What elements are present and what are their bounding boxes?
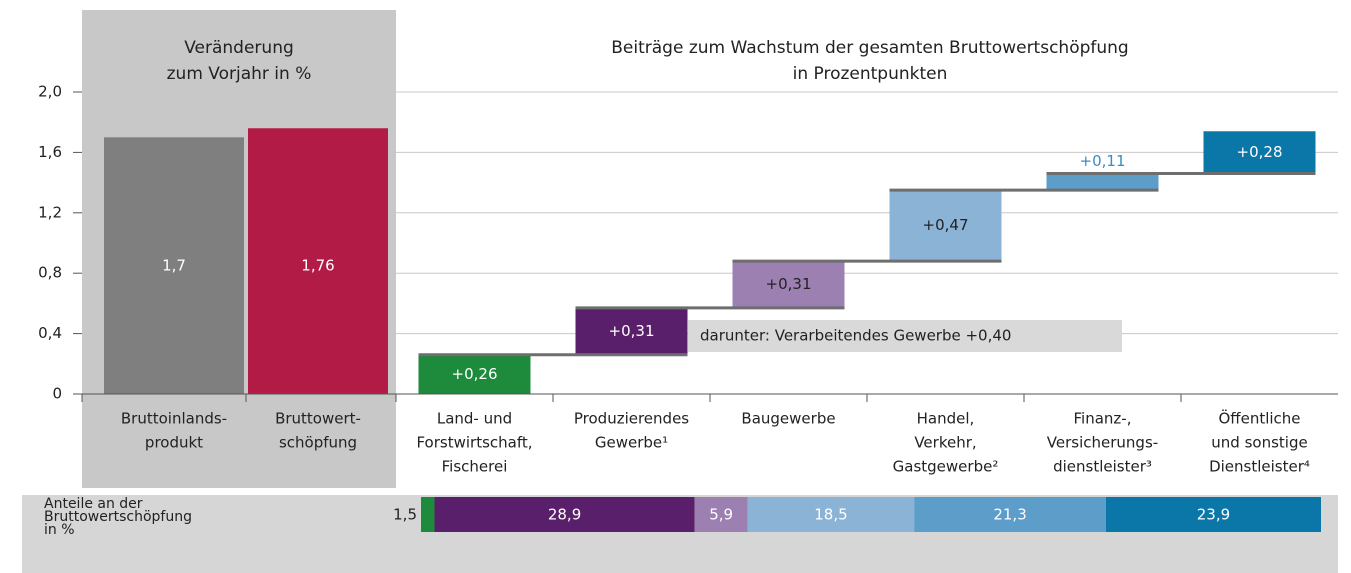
share-label: 5,9 (709, 506, 733, 524)
value-label: +0,31 (609, 322, 655, 340)
y-tick-label: 2,0 (38, 83, 62, 101)
strip-title: Bruttowertschöpfung (44, 509, 192, 525)
annotation-box (688, 320, 1122, 352)
marks: 0 0,4 0,8 1,2 1,6 2,0 Veränderung zum Vorjahr i… (38, 38, 1338, 538)
waterfall-bar (418, 354, 531, 394)
value-label: 1,76 (301, 257, 334, 275)
share-segment (694, 497, 748, 532)
share-segment (1105, 497, 1321, 532)
panel-title: Veränderung (184, 38, 294, 58)
waterfall-bar (575, 307, 688, 355)
x-tick-label: Öffentliche (1218, 409, 1300, 428)
x-tick-label: Gewerbe¹ (595, 434, 668, 452)
y-tick-label: 1,6 (38, 143, 62, 161)
share-label: 1,5 (393, 506, 417, 524)
y-tick-label: 1,2 (38, 203, 62, 221)
value-label: +0,26 (452, 365, 498, 383)
value-label: +0,31 (766, 275, 812, 293)
x-tick-label: Handel, (917, 410, 975, 428)
x-tick-label: schöpfung (279, 434, 357, 452)
x-tick-label: Produzierendes (574, 410, 689, 428)
bar (248, 128, 388, 395)
share-segment (421, 497, 435, 532)
value-label: +0,11 (1080, 152, 1126, 170)
x-tick-label: Baugewerbe (741, 410, 835, 428)
share-label: 28,9 (548, 506, 581, 524)
strip-title: Anteile an der (44, 496, 143, 512)
value-label: 1,7 (162, 257, 186, 275)
x-tick-label: Finanz-, (1074, 410, 1132, 428)
waterfall-bar (1046, 173, 1159, 191)
x-tick-label: und sonstige (1211, 434, 1307, 452)
y-tick-label: 0,8 (38, 264, 62, 282)
x-tick-label: dienstleister³ (1053, 458, 1152, 476)
panel-title: zum Vorjahr in % (167, 64, 312, 84)
x-tick-label: Land- und (437, 410, 512, 428)
x-tick-label: Gastgewerbe² (893, 458, 999, 476)
x-tick-label: Versicherungs- (1047, 434, 1158, 452)
x-tick-label: Fischerei (442, 458, 508, 476)
x-tick-label: Dienstleister⁴ (1209, 458, 1310, 476)
x-tick-label: Bruttoinlands- (121, 410, 227, 428)
y-tick-label: 0 (52, 385, 62, 403)
x-tick-label: Verkehr, (914, 434, 976, 452)
x-tick-label: Bruttowert- (275, 410, 361, 428)
share-segment (747, 497, 915, 532)
share-segment (434, 497, 695, 532)
strip-title: in % (44, 522, 75, 538)
waterfall-bar (889, 190, 1002, 262)
bar (104, 137, 244, 395)
value-label: +0,47 (923, 216, 969, 234)
annotation: darunter: Verarbeitendes Gewerbe +0,40 (700, 327, 1011, 345)
panel-title: in Prozentpunkten (793, 64, 948, 84)
x-tick-label: produkt (145, 434, 203, 452)
share-label: 18,5 (814, 506, 847, 524)
share-label: 23,9 (1197, 506, 1230, 524)
panel-title: Beiträge zum Wachstum der gesamten Brutt… (611, 38, 1128, 58)
value-label: +0,28 (1237, 143, 1283, 161)
y-tick-label: 0,4 (38, 324, 62, 342)
share-segment (914, 497, 1106, 532)
waterfall-bar (1203, 131, 1316, 174)
share-label: 21,3 (993, 506, 1026, 524)
x-tick-label: Forstwirtschaft, (416, 434, 532, 452)
waterfall-bar (732, 261, 845, 308)
